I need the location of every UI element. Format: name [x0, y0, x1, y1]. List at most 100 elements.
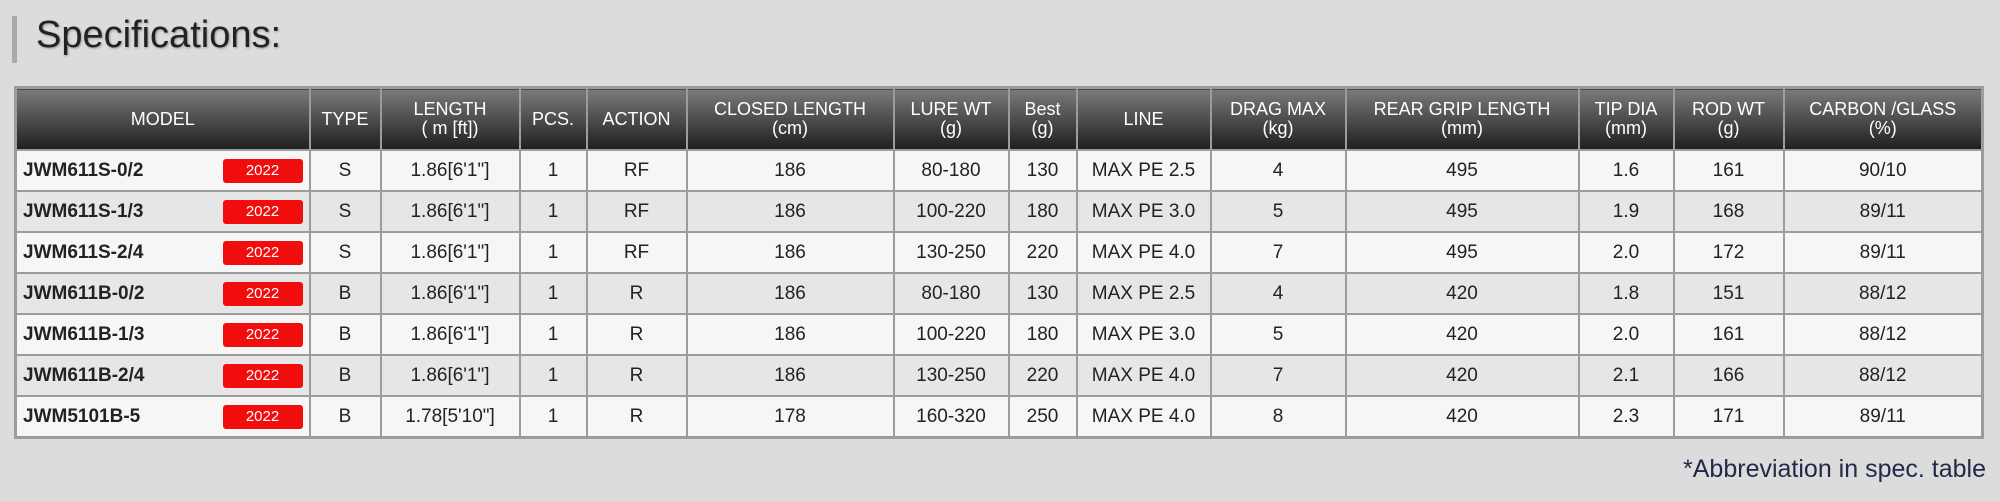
table-cell: 420	[1344, 395, 1580, 439]
table-cell: 89/11	[1782, 190, 1984, 233]
table-cell: 1.86[6'1"]	[379, 354, 521, 397]
table-cell: R	[585, 313, 688, 356]
table-row: JWM611S-0/2 2022 S 1.86[6'1"] 1 RF 186 80-180 13…	[14, 149, 1984, 192]
model-cell: JWM5101B-5 2022	[14, 395, 311, 439]
column-header-unit: (g)	[1717, 118, 1740, 138]
column-header-label: ROD WT	[1692, 99, 1765, 119]
column-header: ROD WT (g)	[1672, 86, 1785, 151]
column-header-unit: (g)	[1031, 118, 1054, 138]
table-cell: 1	[518, 272, 588, 315]
table-cell: R	[585, 395, 688, 439]
table-cell: 130-250	[892, 231, 1010, 274]
table-cell: 80-180	[892, 149, 1010, 192]
column-header-label: MODEL	[130, 108, 195, 129]
title-accent-bar	[12, 16, 17, 63]
table-cell: 160-320	[892, 395, 1010, 439]
table-cell: 420	[1344, 313, 1580, 356]
table-cell: 2.0	[1577, 313, 1675, 356]
model-name: JWM611S-2/4	[23, 241, 144, 263]
column-header: MODEL	[14, 86, 311, 151]
table-cell: 1	[518, 149, 588, 192]
table-cell: 1.86[6'1"]	[379, 231, 521, 274]
table-cell: 88/12	[1782, 313, 1984, 356]
table-row: JWM611B-1/3 2022 B 1.86[6'1"] 1 R 186 100-220 18…	[14, 313, 1984, 356]
column-header: LINE	[1075, 86, 1212, 151]
table-cell: B	[308, 272, 382, 315]
table-cell: 166	[1672, 354, 1785, 397]
table-cell: RF	[585, 190, 688, 233]
table-row: JWM611S-1/3 2022 S 1.86[6'1"] 1 RF 186 100-220 1…	[14, 190, 1984, 233]
table-cell: B	[308, 395, 382, 439]
table-cell: 220	[1007, 354, 1078, 397]
table-cell: 1	[518, 354, 588, 397]
column-header-unit: (mm)	[1605, 118, 1647, 138]
column-header-label: PCS.	[531, 108, 574, 129]
table-cell: 161	[1672, 313, 1785, 356]
column-header-label: CLOSED LENGTH	[713, 99, 867, 119]
table-cell: 186	[685, 272, 895, 315]
model-cell: JWM611B-2/4 2022	[14, 354, 311, 397]
column-header-label: Best	[1024, 99, 1061, 119]
year-badge: 2022	[222, 158, 303, 183]
year-badge: 2022	[222, 322, 303, 347]
table-cell: 1.78[5'10"]	[379, 395, 521, 439]
table-cell: R	[585, 354, 688, 397]
table-cell: MAX PE 3.0	[1075, 313, 1212, 356]
table-cell: 2.0	[1577, 231, 1675, 274]
model-name: JWM611B-0/2	[23, 282, 145, 304]
abbreviation-link[interactable]: *Abbreviation in spec. table	[1683, 455, 1986, 483]
column-header: REAR GRIP LENGTH (mm)	[1344, 86, 1580, 151]
column-header: CLOSED LENGTH (cm)	[685, 86, 895, 151]
column-header-label: LINE	[1123, 108, 1164, 129]
table-cell: 5	[1209, 313, 1347, 356]
column-header: TIP DIA (mm)	[1577, 86, 1675, 151]
table-cell: 100-220	[892, 190, 1010, 233]
year-badge: 2022	[222, 240, 303, 265]
column-header-label: CARBON /GLASS	[1809, 99, 1957, 119]
table-cell: 90/10	[1782, 149, 1984, 192]
table-cell: 495	[1344, 149, 1580, 192]
column-header-label: TIP DIA	[1594, 99, 1658, 119]
table-header-row: MODEL TYPE LENGTH( m [ft]) PCS. ACTION CLOSED…	[14, 86, 1984, 151]
table-cell: 8	[1209, 395, 1347, 439]
column-header-unit: (cm)	[772, 118, 808, 138]
table-cell: 1	[518, 313, 588, 356]
table-cell: 2.3	[1577, 395, 1675, 439]
column-header: CARBON /GLASS (%)	[1782, 86, 1984, 151]
column-header-label: LURE WT	[910, 99, 992, 119]
table-cell: S	[308, 231, 382, 274]
table-cell: 1.6	[1577, 149, 1675, 192]
table-cell: MAX PE 2.5	[1075, 149, 1212, 192]
page-title: Specifications:	[36, 14, 282, 56]
model-cell: JWM611B-1/3 2022	[14, 313, 311, 356]
table-row: JWM611B-2/4 2022 B 1.86[6'1"] 1 R 186 130-250 22…	[14, 354, 1984, 397]
column-header: ACTION	[585, 86, 688, 151]
table-cell: 4	[1209, 149, 1347, 192]
table-row: JWM611S-2/4 2022 S 1.86[6'1"] 1 RF 186 130-250 2…	[14, 231, 1984, 274]
table-cell: S	[308, 190, 382, 233]
column-header-unit: (%)	[1868, 118, 1897, 138]
table-cell: 2.1	[1577, 354, 1675, 397]
table-cell: 1.86[6'1"]	[379, 149, 521, 192]
table-cell: 1.86[6'1"]	[379, 190, 521, 233]
model-name: JWM5101B-5	[23, 405, 141, 427]
model-cell: JWM611S-2/4 2022	[14, 231, 311, 274]
table-cell: RF	[585, 149, 688, 192]
table-cell: MAX PE 4.0	[1075, 231, 1212, 274]
table-cell: 80-180	[892, 272, 1010, 315]
table-cell: 130	[1007, 272, 1078, 315]
table-cell: 495	[1344, 190, 1580, 233]
column-header-label: TYPE	[321, 108, 369, 129]
table-cell: 7	[1209, 231, 1347, 274]
table-cell: 186	[685, 354, 895, 397]
table-row: JWM5101B-5 2022 B 1.78[5'10"] 1 R 178 160-320 25…	[14, 395, 1984, 439]
column-header-unit: (mm)	[1441, 118, 1483, 138]
column-header-unit: (g)	[940, 118, 962, 138]
table-cell: 250	[1007, 395, 1078, 439]
table-cell: 151	[1672, 272, 1785, 315]
table-cell: 130-250	[892, 354, 1010, 397]
table-cell: 186	[685, 231, 895, 274]
table-cell: 220	[1007, 231, 1078, 274]
table-cell: B	[308, 313, 382, 356]
table-cell: 180	[1007, 313, 1078, 356]
